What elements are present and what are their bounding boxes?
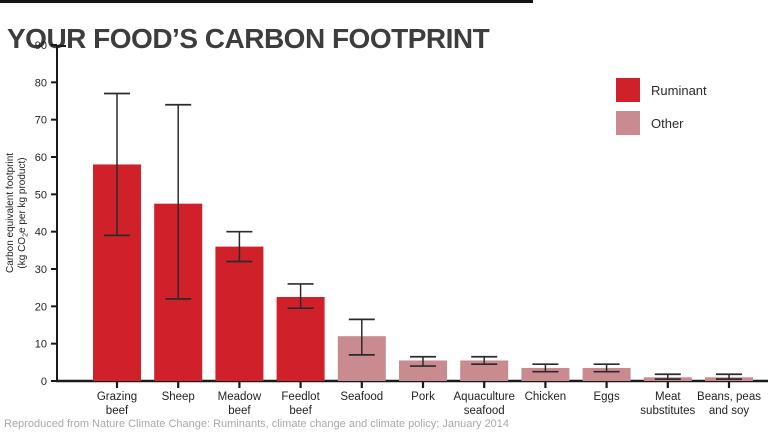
y-tick-label: 60: [35, 152, 47, 164]
y-axis-title-line2: (kg CO2e per kg product): [17, 157, 30, 268]
x-axis-label: Grazing: [97, 391, 137, 403]
x-axis-label: Seafood: [340, 391, 383, 403]
y-tick-label: 0: [41, 376, 47, 388]
y-tick-label: 20: [35, 301, 47, 313]
bar-ruminant: [215, 246, 264, 381]
legend-label-ruminant: Ruminant: [651, 82, 707, 98]
bar-other: [460, 360, 509, 381]
legend-item-ruminant: Ruminant: [616, 78, 707, 102]
source-attribution: Reproduced from Nature Climate Change: R…: [4, 418, 510, 430]
x-axis-label: Chicken: [525, 391, 567, 403]
y-tick-label: 30: [35, 264, 47, 276]
y-tick-label: 10: [35, 339, 47, 351]
y-tick-label: 40: [35, 227, 47, 239]
x-axis-label: beef: [289, 405, 312, 417]
other-color-swatch: [616, 111, 640, 135]
legend-label-other: Other: [651, 115, 684, 131]
x-axis-label: beef: [106, 405, 129, 417]
page-title: YOUR FOOD’S CARBON FOOTPRINT: [7, 22, 490, 54]
y-tick-label: 50: [35, 189, 47, 201]
x-axis-label: Beans, peas: [697, 391, 761, 403]
x-axis-label: and soy: [709, 405, 750, 417]
x-axis-label: Eggs: [593, 391, 619, 403]
top-crop-bar: [0, 0, 533, 3]
y-axis-title-line1: Carbon equivalent footprint: [5, 153, 16, 273]
x-axis-label: Meat: [655, 391, 681, 403]
x-axis-label: Pork: [411, 391, 435, 403]
chart-legend: Ruminant Other: [616, 78, 707, 135]
bar-ruminant: [276, 297, 325, 381]
x-axis-label: substitutes: [640, 405, 695, 417]
y-tick-label: 70: [35, 115, 47, 127]
x-axis-label: Sheep: [162, 391, 195, 403]
ruminant-color-swatch: [616, 78, 640, 102]
x-axis-label: beef: [228, 405, 251, 417]
y-tick-label: 90: [35, 40, 47, 52]
x-axis-label: seafood: [464, 405, 505, 417]
x-axis-label: Feedlot: [281, 391, 320, 403]
x-axis-label: Meadow: [218, 391, 262, 403]
legend-item-other: Other: [616, 111, 707, 135]
x-axis-label: Aquaculture: [454, 391, 515, 403]
y-tick-label: 80: [35, 77, 47, 89]
